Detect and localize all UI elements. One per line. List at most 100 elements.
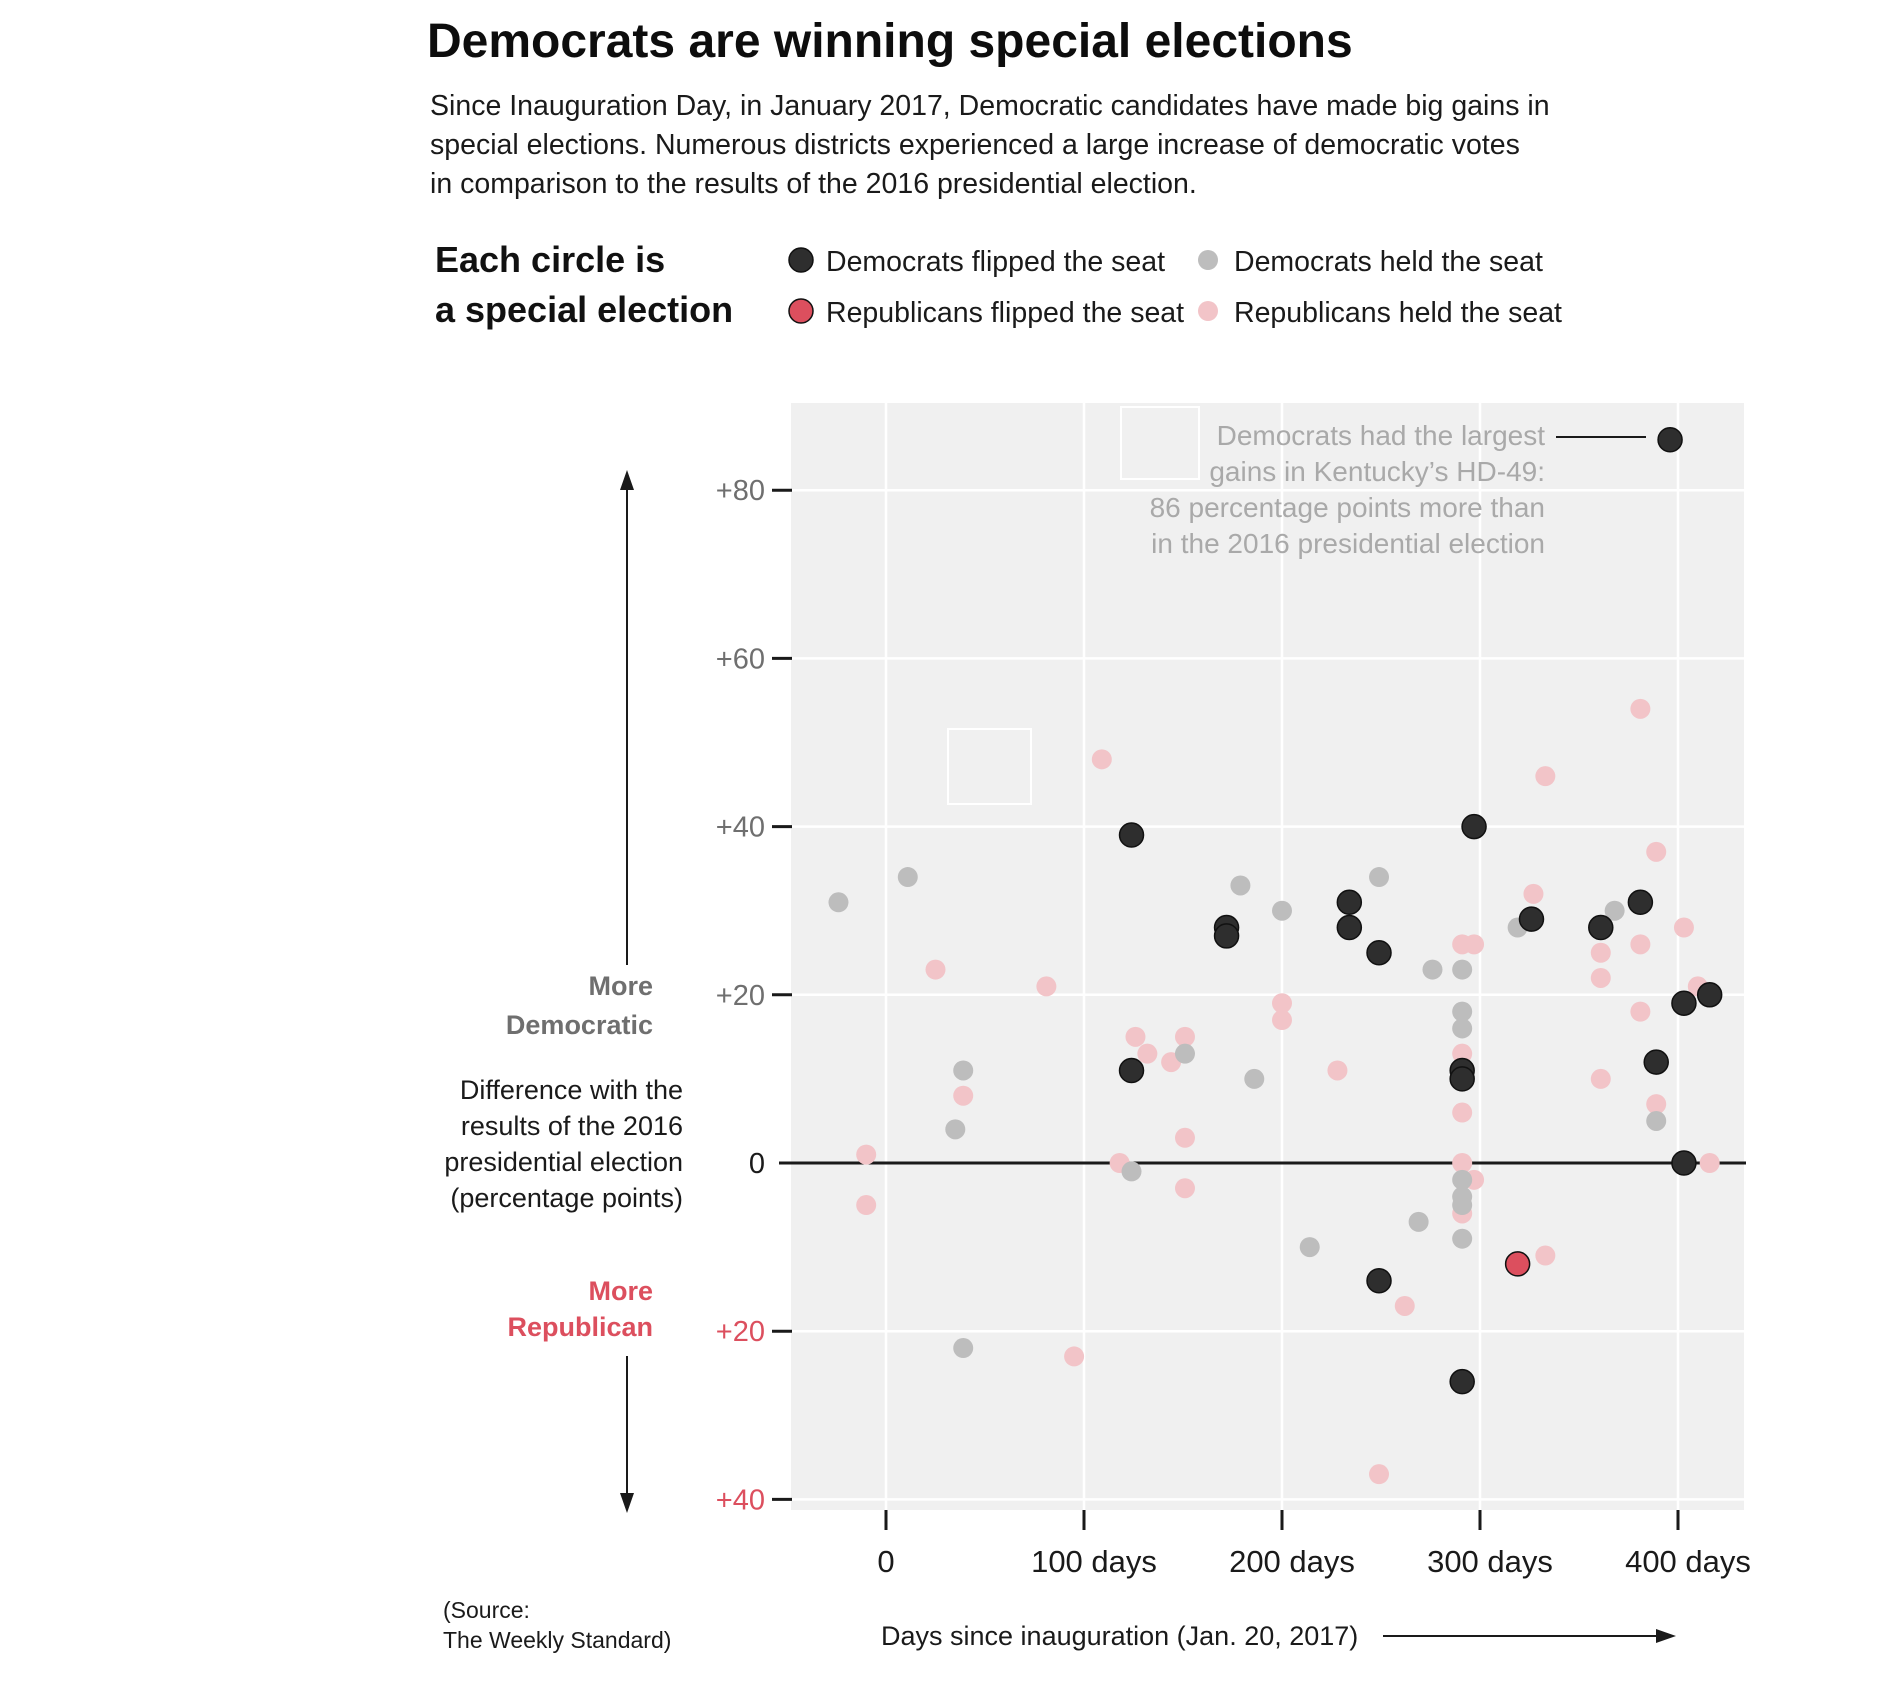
data-point bbox=[953, 1060, 974, 1081]
more-democratic-line-2: Democratic bbox=[506, 1010, 653, 1040]
data-point bbox=[1327, 1060, 1348, 1081]
x-axis: 0 100 days 200 days 300 days 400 days bbox=[877, 1510, 1751, 1579]
y-description-line-4: (percentage points) bbox=[450, 1183, 683, 1213]
y-description-line-2: results of the 2016 bbox=[461, 1111, 683, 1141]
y-axis: +80 +60 +40 +20 0 +20 +40 bbox=[716, 475, 792, 1516]
y-tick-label: +20 bbox=[716, 1316, 765, 1348]
x-tick-label: 300 days bbox=[1427, 1544, 1553, 1579]
data-point bbox=[945, 1119, 966, 1140]
down-arrow-icon bbox=[620, 1493, 634, 1513]
data-point bbox=[1590, 942, 1611, 963]
data-point bbox=[1064, 1346, 1085, 1367]
data-point bbox=[1523, 883, 1544, 904]
data-point bbox=[1630, 934, 1651, 955]
x-tick-label: 100 days bbox=[1031, 1544, 1157, 1579]
annotation-line-1: Democrats had the largest bbox=[1217, 420, 1546, 451]
data-point bbox=[1369, 867, 1390, 888]
data-point bbox=[1121, 1161, 1142, 1182]
source-line-1: (Source: bbox=[443, 1597, 530, 1623]
data-point bbox=[1272, 900, 1292, 921]
y-tick-label: 0 bbox=[749, 1148, 765, 1180]
legend-swatch-rep-held bbox=[1198, 301, 1218, 321]
data-point bbox=[1422, 959, 1443, 980]
data-point bbox=[925, 959, 946, 980]
more-republican-line-1: More bbox=[588, 1276, 653, 1306]
data-point bbox=[1646, 841, 1667, 862]
data-point bbox=[1125, 1026, 1146, 1047]
legend-label-dem-flipped: Democrats flipped the seat bbox=[826, 246, 1165, 278]
data-point bbox=[897, 867, 918, 888]
gridlines bbox=[791, 403, 1744, 1510]
data-point bbox=[1643, 1049, 1669, 1075]
data-point bbox=[1449, 1368, 1475, 1395]
data-point bbox=[1174, 1043, 1195, 1064]
data-point bbox=[1504, 1251, 1531, 1277]
more-democratic-line-1: More bbox=[588, 971, 653, 1001]
data-point bbox=[856, 1144, 877, 1165]
annotation-line-2: gains in Kentucky’s HD-49: bbox=[1209, 456, 1545, 487]
data-point bbox=[1366, 1267, 1392, 1294]
data-point bbox=[1671, 990, 1697, 1016]
data-point bbox=[1137, 1043, 1158, 1064]
data-point bbox=[953, 1085, 974, 1106]
data-points bbox=[828, 426, 1723, 1485]
y-axis-description: More Democratic Difference with the resu… bbox=[444, 470, 683, 1513]
subtitle-line-1: Since Inauguration Day, in January 2017,… bbox=[430, 90, 1550, 122]
data-point bbox=[1518, 906, 1545, 932]
legend-label-dem-held: Democrats held the seat bbox=[1234, 246, 1543, 278]
data-point bbox=[1230, 875, 1251, 896]
y-tick-label: +60 bbox=[716, 643, 765, 675]
data-point bbox=[1461, 813, 1487, 840]
source-line-2: The Weekly Standard) bbox=[443, 1627, 671, 1653]
data-point bbox=[1213, 923, 1240, 949]
data-point bbox=[1630, 698, 1651, 719]
data-point bbox=[1646, 1094, 1667, 1115]
legend-label-rep-flipped: Republicans flipped the seat bbox=[826, 297, 1184, 329]
data-point bbox=[1452, 1001, 1473, 1022]
data-point bbox=[1272, 1010, 1292, 1031]
chart-title: Democrats are winning special elections bbox=[427, 15, 1353, 68]
data-point bbox=[1452, 1102, 1473, 1123]
y-description-line-3: presidential election bbox=[444, 1147, 683, 1177]
legend: Each circle is a special election Democr… bbox=[435, 239, 1562, 330]
data-point bbox=[1657, 426, 1683, 453]
data-point bbox=[1118, 1057, 1145, 1084]
data-point bbox=[1452, 1195, 1473, 1216]
data-point bbox=[1272, 993, 1292, 1014]
data-point bbox=[1449, 1066, 1475, 1092]
y-tick-label: +80 bbox=[716, 475, 765, 507]
data-point bbox=[1299, 1237, 1320, 1258]
data-point bbox=[1535, 766, 1556, 787]
data-point bbox=[1452, 1043, 1473, 1064]
decorative-box bbox=[947, 728, 1032, 805]
plot-background bbox=[791, 403, 1744, 1510]
data-point bbox=[1244, 1068, 1265, 1089]
data-point bbox=[1588, 914, 1614, 941]
x-tick-label: 0 bbox=[877, 1544, 894, 1579]
data-point bbox=[1174, 1026, 1195, 1047]
legend-heading-line-1: Each circle is bbox=[435, 239, 665, 280]
data-point bbox=[1369, 1464, 1390, 1485]
up-arrow-icon bbox=[620, 470, 634, 490]
data-point bbox=[1630, 1001, 1651, 1022]
legend-swatch-rep-flipped bbox=[788, 298, 814, 324]
data-point bbox=[1696, 982, 1723, 1008]
data-point bbox=[1036, 976, 1057, 997]
data-point bbox=[1590, 967, 1611, 988]
data-point bbox=[1452, 1153, 1473, 1173]
data-point bbox=[1590, 1068, 1611, 1089]
data-point bbox=[1336, 914, 1363, 941]
data-point bbox=[856, 1195, 877, 1216]
y-description-line-1: Difference with the bbox=[460, 1075, 683, 1105]
data-point bbox=[1174, 1178, 1195, 1199]
x-tick-label: 400 days bbox=[1625, 1544, 1751, 1579]
data-point bbox=[828, 892, 849, 913]
annotation-line-3: 86 percentage points more than bbox=[1150, 492, 1545, 523]
data-point bbox=[1671, 1150, 1697, 1176]
subtitle-line-2: special elections. Numerous districts ex… bbox=[430, 129, 1520, 161]
annotation: Democrats had the largest gains in Kentu… bbox=[1150, 420, 1646, 559]
data-point bbox=[1394, 1295, 1415, 1316]
legend-label-rep-held: Republicans held the seat bbox=[1234, 297, 1562, 329]
data-point bbox=[1604, 900, 1625, 921]
data-point bbox=[1091, 749, 1112, 770]
